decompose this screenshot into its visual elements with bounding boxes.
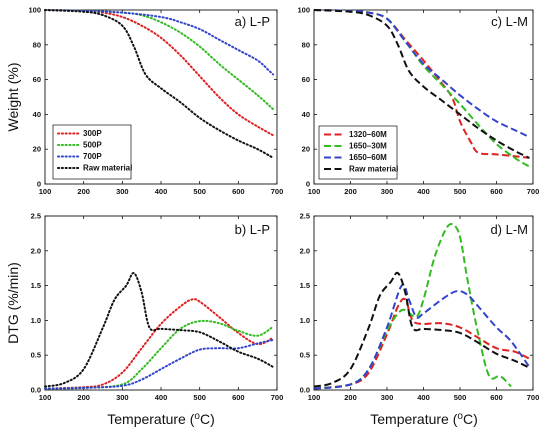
x-axis-label: Temperature (oC) bbox=[370, 411, 478, 427]
y-tick-label: 1.0 bbox=[31, 316, 41, 325]
x-tick-label: 200 bbox=[344, 187, 357, 196]
legend-label: 300P bbox=[83, 129, 102, 138]
series-line-2 bbox=[313, 283, 531, 390]
x-tick-label: 700 bbox=[271, 187, 284, 196]
x-tick-label: 400 bbox=[417, 187, 430, 196]
panel-title: d) L-M bbox=[490, 222, 528, 237]
x-tick-label: 100 bbox=[39, 187, 52, 196]
series-line-3 bbox=[44, 9, 275, 159]
series-lines bbox=[313, 9, 530, 168]
series-line-0 bbox=[313, 297, 530, 390]
x-axis-label: Temperature (oC) bbox=[107, 411, 215, 427]
x-tick-label: 700 bbox=[527, 393, 540, 402]
y-tick-label: 100 bbox=[297, 6, 310, 15]
panel-title: b) L-P bbox=[235, 222, 270, 237]
series-line-1 bbox=[44, 319, 275, 390]
y-tick-label: 40 bbox=[302, 110, 310, 119]
series-line-1 bbox=[313, 222, 512, 390]
x-tick-label: 300 bbox=[116, 187, 129, 196]
y-tick-label: 2.0 bbox=[300, 246, 310, 255]
legend-label: 700P bbox=[83, 152, 102, 161]
axis-ticks: 100 200 300 400 500 600 700 0 20 40 60 80 100 bbox=[297, 6, 539, 197]
legend-label: 500P bbox=[83, 141, 102, 150]
y-tick-label: 100 bbox=[28, 6, 41, 15]
legend-box bbox=[318, 125, 398, 180]
x-tick-label: 500 bbox=[193, 187, 206, 196]
y-tick-label: 20 bbox=[302, 145, 310, 154]
x-tick-label: 200 bbox=[344, 393, 357, 402]
y-tick-label: 1.5 bbox=[300, 281, 310, 290]
y-tick-label: 0.0 bbox=[300, 386, 310, 395]
x-tick-label: 700 bbox=[271, 393, 284, 402]
y-tick-label: 60 bbox=[33, 75, 41, 84]
plot-frame bbox=[44, 215, 278, 391]
x-tick-label: 400 bbox=[417, 393, 430, 402]
y-tick-label: 20 bbox=[33, 145, 41, 154]
legend-label: 1320–60M bbox=[349, 130, 387, 139]
legend-label: 1650–60M bbox=[349, 153, 387, 162]
plot-frame bbox=[313, 215, 534, 391]
series-lines bbox=[44, 272, 275, 390]
x-tick-label: 500 bbox=[454, 187, 467, 196]
x-tick-label: 600 bbox=[232, 393, 245, 402]
panel-title: a) L-P bbox=[235, 14, 270, 29]
x-tick-label: 600 bbox=[232, 187, 245, 196]
panel-b-dtg-lp: 100 200 300 400 500 600 7000.00.51.01.52.02.5 … bbox=[5, 212, 283, 428]
y-tick-label: 80 bbox=[33, 40, 41, 49]
y-tick-label: 0 bbox=[306, 180, 310, 189]
series-line-2 bbox=[44, 9, 275, 76]
x-tick-label: 400 bbox=[155, 393, 168, 402]
series-line-0 bbox=[44, 298, 275, 390]
axis-ticks: 100 200 300 400 500 600 700 0.0 0.5 1.0 1.5 2.0 2.5 bbox=[31, 212, 284, 403]
series-line-2 bbox=[44, 338, 275, 390]
panel-title: c) L-M bbox=[491, 14, 528, 29]
legend-label: 1650–30M bbox=[349, 142, 387, 151]
x-tick-label: 700 bbox=[527, 187, 540, 196]
y-tick-label: 1.5 bbox=[31, 281, 41, 290]
x-tick-label: 500 bbox=[193, 393, 206, 402]
series-line-2 bbox=[313, 9, 530, 138]
y-tick-label: 0.5 bbox=[31, 351, 41, 360]
x-tick-label: 300 bbox=[116, 393, 129, 402]
panel-d-dtg-lm: 100 200 300 400 500 600 7000.00.51.01.52.02.5 … bbox=[300, 212, 540, 428]
x-tick-label: 500 bbox=[454, 393, 467, 402]
axis-ticks: 100 200 300 400 500 600 700 0.0 0.5 1.0 1.5 2.0 2.5 bbox=[300, 212, 540, 403]
y-tick-label: 2.0 bbox=[31, 246, 41, 255]
x-tick-label: 400 bbox=[155, 187, 168, 196]
series-line-3 bbox=[313, 271, 530, 388]
legend: 300P 500P 700P Raw material bbox=[52, 124, 132, 180]
y-axis-label: DTG (%/min) bbox=[5, 262, 21, 344]
y-tick-label: 2.5 bbox=[300, 212, 310, 221]
series-lines bbox=[313, 222, 531, 390]
y-tick-label: 60 bbox=[302, 75, 310, 84]
y-tick-label: 0 bbox=[37, 180, 41, 189]
series-line-3 bbox=[44, 272, 275, 388]
y-tick-label: 2.5 bbox=[31, 212, 41, 221]
x-tick-label: 200 bbox=[77, 187, 90, 196]
x-tick-label: 100 bbox=[39, 393, 52, 402]
x-tick-label: 100 bbox=[308, 393, 321, 402]
legend-label: Raw material bbox=[349, 165, 398, 174]
y-tick-label: 1.0 bbox=[300, 316, 310, 325]
panel-a-weight-lp: 100 200 300 400 500 600 700 0 20 40 60 80 100 a) L-P… bbox=[5, 6, 283, 197]
y-tick-label: 40 bbox=[33, 110, 41, 119]
y-tick-label: 0.0 bbox=[31, 386, 41, 395]
axis-ticks: 100 200 300 400 500 600 700 0 20 40 60 80 100 bbox=[28, 6, 283, 197]
x-tick-label: 200 bbox=[77, 393, 90, 402]
x-tick-label: 300 bbox=[381, 393, 394, 402]
x-tick-label: 300 bbox=[381, 187, 394, 196]
legend: 1320–60M 1650–30M 1650–60M Raw material bbox=[318, 125, 398, 180]
y-tick-label: 80 bbox=[302, 40, 310, 49]
y-axis-label: Weight (%) bbox=[5, 63, 21, 132]
y-tick-label: 0.5 bbox=[300, 351, 310, 360]
series-line-3 bbox=[313, 9, 530, 159]
x-tick-label: 600 bbox=[490, 393, 503, 402]
panel-c-weight-lm: 100 200 300 400 500 600 700 0 20 40 60 80 100 c) L-M… bbox=[297, 6, 539, 197]
x-tick-label: 600 bbox=[490, 187, 503, 196]
x-tick-label: 100 bbox=[308, 187, 321, 196]
series-lines bbox=[44, 9, 275, 159]
legend-label: Raw material bbox=[83, 164, 132, 173]
